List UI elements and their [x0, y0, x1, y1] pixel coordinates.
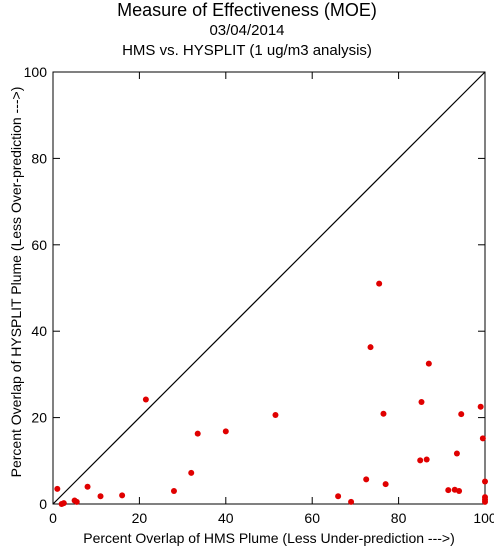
data-point	[456, 488, 463, 495]
data-point	[453, 450, 460, 457]
chart-title: Measure of Effectiveness (MOE)	[117, 0, 377, 20]
chart-subtitle: HMS vs. HYSPLIT (1 ug/m3 analysis)	[122, 42, 372, 59]
plot-frame	[52, 71, 486, 505]
data-point	[170, 488, 177, 495]
data-point	[482, 478, 488, 485]
chart-date: 03/04/2014	[209, 22, 285, 39]
y-tick-label: 20	[31, 410, 47, 426]
data-point	[348, 498, 355, 505]
data-point	[418, 399, 425, 406]
data-point	[382, 481, 389, 488]
x-tick-label: 60	[304, 510, 320, 526]
x-tick-label: 0	[49, 510, 57, 526]
data-point	[335, 493, 342, 500]
data-point	[222, 428, 229, 435]
data-point	[376, 280, 383, 287]
data-point	[84, 483, 91, 490]
data-point	[477, 403, 484, 410]
x-tick-label: 100	[473, 510, 494, 526]
data-point	[188, 469, 195, 476]
data-point	[54, 485, 61, 492]
data-point	[367, 344, 374, 351]
data-point	[482, 498, 488, 505]
data-point	[272, 412, 279, 419]
data-point	[194, 430, 201, 437]
data-point	[142, 396, 149, 403]
x-tick-label: 40	[218, 510, 234, 526]
y-tick-label: 40	[31, 323, 47, 339]
y-tick-label: 60	[31, 237, 47, 253]
diagonal-reference-line	[52, 71, 486, 505]
data-point	[60, 500, 67, 507]
data-point	[458, 411, 465, 418]
data-point	[119, 492, 126, 499]
data-point	[445, 487, 452, 494]
y-tick-label: 0	[39, 496, 47, 512]
data-point	[417, 457, 424, 464]
y-tick-label: 80	[31, 150, 47, 166]
data-point	[423, 456, 430, 463]
data-point	[479, 435, 486, 442]
data-point	[380, 410, 387, 417]
x-tick-label: 80	[391, 510, 407, 526]
data-point	[73, 498, 80, 505]
y-axis-label: Percent Overlap of HYSPLIT Plume (Less O…	[8, 86, 24, 478]
data-point	[363, 476, 370, 483]
data-point	[97, 493, 104, 500]
x-axis-label: Percent Overlap of HMS Plume (Less Under…	[83, 530, 455, 546]
y-tick-label: 100	[24, 64, 48, 80]
x-tick-label: 20	[132, 510, 148, 526]
data-point	[425, 360, 432, 367]
